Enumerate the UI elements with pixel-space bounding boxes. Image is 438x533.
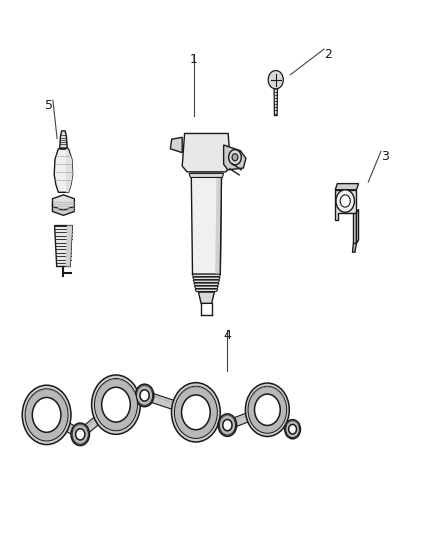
Polygon shape [194,286,219,288]
Polygon shape [357,209,359,244]
Polygon shape [189,173,224,177]
Circle shape [140,390,149,401]
Circle shape [229,150,241,165]
Text: 5: 5 [45,99,53,112]
Polygon shape [335,190,357,221]
Circle shape [102,387,130,422]
Polygon shape [353,244,357,252]
Circle shape [135,384,154,407]
Polygon shape [170,138,182,152]
Circle shape [72,424,88,444]
Circle shape [92,375,140,434]
Polygon shape [115,391,145,409]
Circle shape [286,421,300,438]
Circle shape [285,419,300,439]
Polygon shape [45,411,82,439]
Polygon shape [53,195,74,210]
Polygon shape [191,173,222,274]
Polygon shape [265,406,295,433]
Circle shape [71,423,89,446]
Polygon shape [182,133,230,172]
Circle shape [76,429,85,440]
Polygon shape [54,149,73,192]
Circle shape [182,395,210,430]
Circle shape [32,398,61,432]
Polygon shape [353,213,357,244]
Polygon shape [195,289,218,292]
Polygon shape [192,274,221,277]
Circle shape [245,383,290,437]
Text: 1: 1 [190,53,198,66]
Text: 3: 3 [381,150,389,163]
Polygon shape [194,408,229,430]
Polygon shape [144,391,197,417]
Circle shape [248,386,286,433]
Polygon shape [193,280,219,282]
Text: 4: 4 [223,329,231,342]
Circle shape [289,424,297,434]
Polygon shape [224,145,246,170]
Circle shape [268,70,283,89]
Circle shape [340,195,350,207]
Circle shape [95,378,138,431]
Polygon shape [194,283,219,286]
Polygon shape [215,173,222,274]
Circle shape [218,414,237,437]
Polygon shape [78,401,118,438]
Polygon shape [335,183,359,190]
Circle shape [336,190,354,212]
Polygon shape [226,406,268,430]
Polygon shape [198,292,214,303]
Text: 2: 2 [325,47,332,61]
Circle shape [223,419,232,431]
Polygon shape [66,225,72,266]
Circle shape [22,385,71,445]
Polygon shape [60,131,67,149]
Circle shape [174,386,217,439]
Circle shape [25,389,68,441]
Polygon shape [55,225,72,266]
Circle shape [232,154,238,161]
Circle shape [219,415,236,435]
Circle shape [172,383,220,442]
Polygon shape [274,89,277,116]
Circle shape [136,385,153,406]
Polygon shape [193,277,220,279]
Polygon shape [66,149,73,192]
Circle shape [254,394,280,425]
Polygon shape [53,200,74,215]
